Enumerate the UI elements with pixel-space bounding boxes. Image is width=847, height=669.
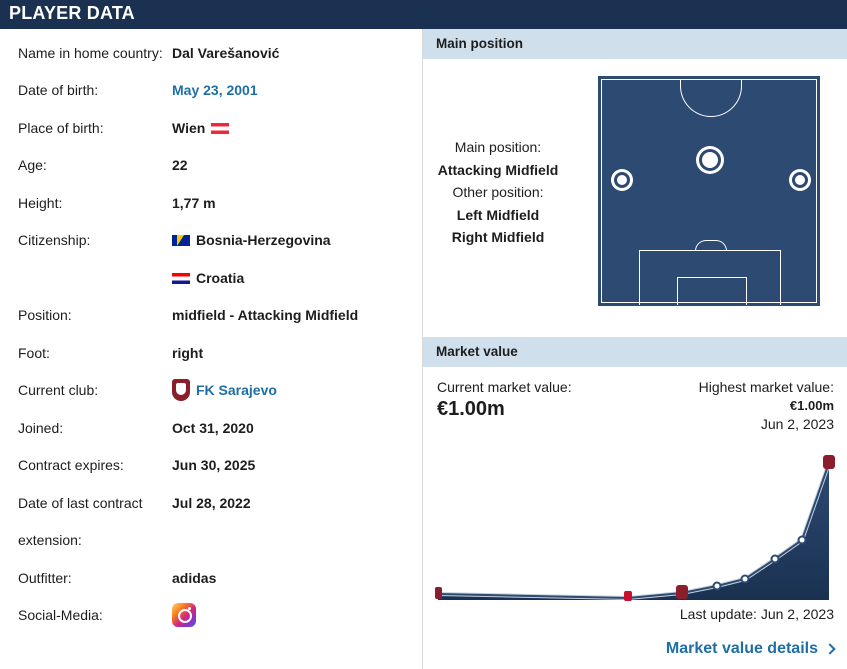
market-value-details-link[interactable]: Market value details: [665, 640, 836, 658]
joined-label: Joined:: [18, 420, 64, 436]
last-extension-label-1: Date of last contract: [18, 495, 143, 511]
club-crest-marker-icon[interactable]: [435, 587, 442, 599]
citizenship-value-2: Croatia: [172, 270, 244, 286]
current-market-value-label: Current market value:: [437, 379, 572, 395]
row-last-extension: Date of last contract Jul 28, 2022: [0, 492, 420, 516]
club-crest-marker-icon[interactable]: [823, 455, 835, 469]
market-value-header: Market value: [423, 337, 847, 367]
croatia-flag-icon: [172, 272, 190, 284]
main-position-label: Main position:: [454, 139, 542, 155]
pitch-diagram: [598, 76, 820, 306]
player-info-list: Name in home country: Dal Varešanović Da…: [0, 29, 422, 669]
left-midfield-marker: [611, 169, 633, 191]
instagram-icon[interactable]: [172, 603, 196, 627]
row-citizenship-2: Croatia: [0, 267, 420, 291]
row-position: Position: midfield - Attacking Midfield: [0, 304, 420, 328]
name-value: Dal Varešanović: [172, 45, 280, 61]
row-name: Name in home country: Dal Varešanović: [0, 42, 420, 66]
height-label: Height:: [18, 195, 63, 211]
position-summary: Main position: Attacking Midfield Other …: [423, 136, 573, 249]
market-value-line: [437, 462, 830, 600]
other-position-2: Right Midfield: [451, 229, 545, 245]
market-value-point[interactable]: [712, 581, 722, 591]
current-market-value: €1.00m: [437, 398, 505, 420]
last-update-text: Last update: Jun 2, 2023: [679, 606, 834, 622]
column-divider: [422, 29, 423, 669]
position-label: Position:: [18, 307, 72, 323]
club-value[interactable]: FK Sarajevo: [172, 379, 277, 401]
club-crest-marker-icon[interactable]: [624, 591, 632, 601]
club-label: Current club:: [18, 382, 99, 398]
outfitter-label: Outfitter:: [18, 570, 72, 586]
row-outfitter: Outfitter: adidas: [0, 567, 420, 591]
main-position-heading: Main position: [436, 36, 523, 51]
page-title: PLAYER DATA: [9, 3, 135, 23]
highest-market-value-date: Jun 2, 2023: [760, 416, 834, 432]
pitch-outline: [601, 79, 817, 305]
market-value-chart[interactable]: [430, 445, 842, 610]
social-label: Social-Media:: [18, 607, 103, 623]
player-data-header: PLAYER DATA: [0, 0, 847, 29]
right-midfield-marker: [789, 169, 811, 191]
row-age: Age: 22: [0, 154, 420, 178]
market-value-point[interactable]: [740, 574, 750, 584]
row-foot: Foot: right: [0, 342, 420, 366]
pob-label: Place of birth:: [18, 120, 104, 136]
height-value: 1,77 m: [172, 195, 216, 211]
dob-label: Date of birth:: [18, 82, 99, 98]
row-joined: Joined: Oct 31, 2020: [0, 417, 420, 441]
row-club: Current club: FK Sarajevo: [0, 379, 420, 403]
last-extension-value: Jul 28, 2022: [172, 495, 251, 511]
market-value-details-label[interactable]: Market value details: [665, 640, 818, 657]
other-position-1: Left Midfield: [456, 206, 540, 223]
pitch-goal-box: [677, 277, 747, 305]
dob-link[interactable]: May 23, 2001: [172, 82, 258, 98]
pob-value: Wien: [172, 120, 230, 136]
market-value-heading: Market value: [436, 344, 518, 359]
foot-value: right: [172, 345, 204, 361]
pob-text: Wien: [172, 120, 206, 136]
highest-market-value: €1.00m: [789, 398, 834, 413]
position-value: midfield - Attacking Midfield: [172, 307, 359, 323]
other-position-label: Other position:: [452, 184, 544, 200]
row-dob: Date of birth: May 23, 2001: [0, 79, 420, 103]
age-label: Age:: [18, 157, 47, 173]
main-position-marker: [696, 146, 724, 174]
chevron-right-icon[interactable]: [824, 643, 836, 655]
name-label: Name in home country:: [18, 45, 163, 61]
citizenship-label: Citizenship:: [18, 232, 91, 248]
main-position-header: Main position: [423, 29, 847, 59]
highest-market-value-label: Highest market value:: [698, 379, 834, 395]
row-pob: Place of birth: Wien: [0, 117, 420, 141]
row-citizenship: Citizenship: Bosnia-Herzegovina: [0, 229, 420, 253]
main-position-value: Attacking Midfield: [437, 161, 559, 178]
pitch-center-arc: [680, 79, 742, 117]
market-value-point[interactable]: [770, 554, 780, 564]
club-crest-icon[interactable]: [172, 379, 190, 401]
outfitter-value: adidas: [172, 570, 217, 586]
last-extension-label-2: extension:: [18, 532, 82, 548]
market-value-point[interactable]: [797, 535, 807, 545]
contract-label: Contract expires:: [18, 457, 124, 473]
social-value: [172, 603, 196, 627]
age-value: 22: [172, 157, 188, 173]
bosnia-flag-icon: [172, 234, 190, 246]
row-contract: Contract expires: Jun 30, 2025: [0, 454, 420, 478]
contract-value: Jun 30, 2025: [172, 457, 256, 473]
austria-flag-icon: [211, 122, 230, 134]
row-social: Social-Media:: [0, 603, 420, 628]
club-link[interactable]: FK Sarajevo: [196, 382, 277, 398]
club-crest-marker-icon[interactable]: [676, 585, 688, 599]
row-height: Height: 1,77 m: [0, 192, 420, 216]
citizenship-text-2: Croatia: [196, 270, 245, 286]
foot-label: Foot:: [18, 345, 50, 361]
citizenship-text-1: Bosnia-Herzegovina: [196, 232, 331, 248]
row-last-extension-2: extension:: [0, 529, 420, 553]
market-value-area: [438, 463, 829, 600]
joined-value: Oct 31, 2020: [172, 420, 254, 436]
pitch-penalty-box: [639, 250, 781, 305]
citizenship-value-1: Bosnia-Herzegovina: [172, 232, 331, 248]
